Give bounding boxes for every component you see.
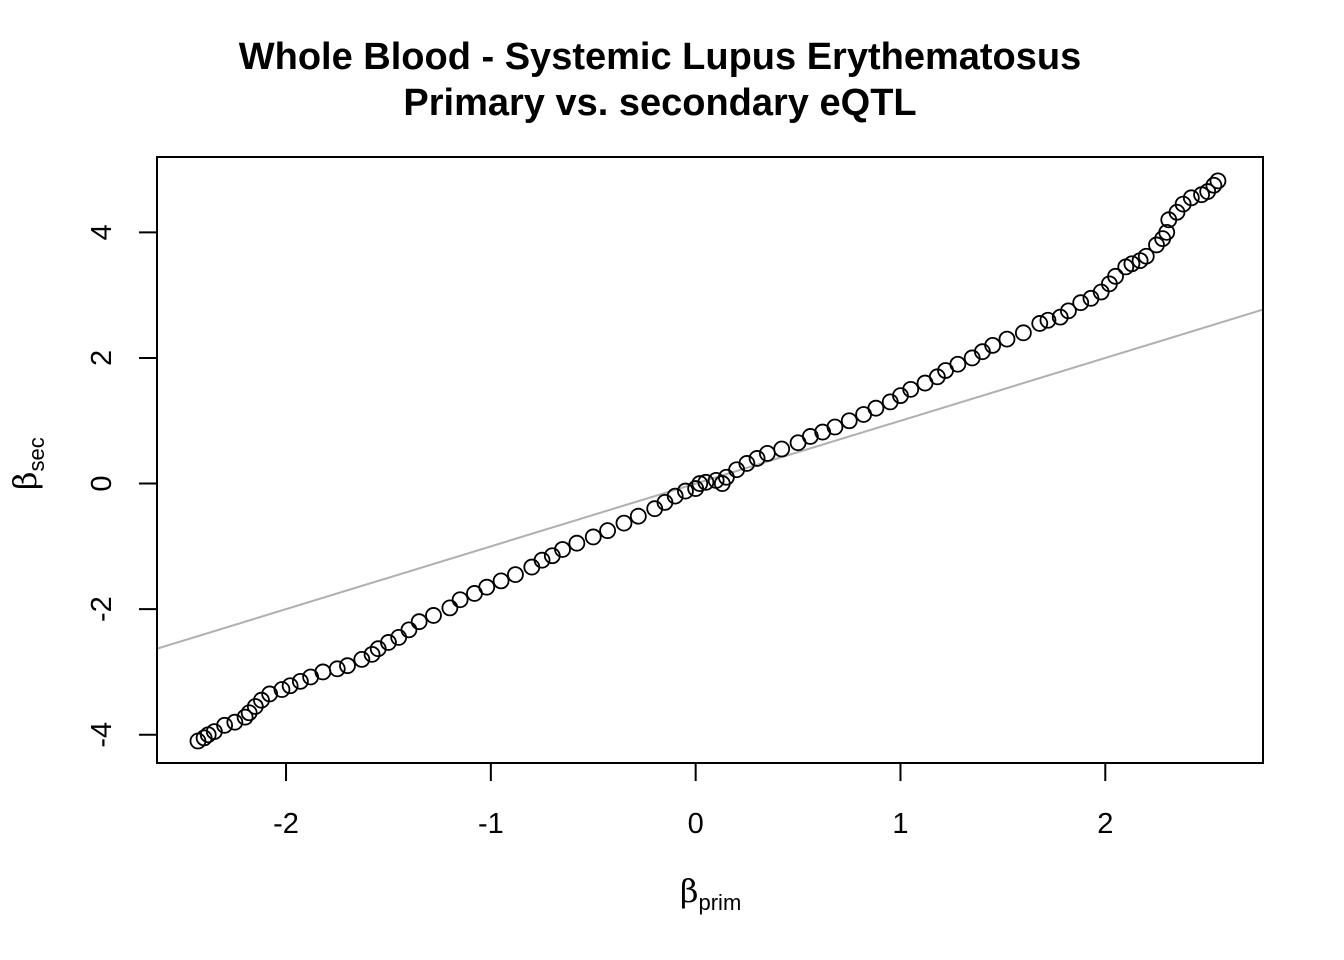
data-point (615, 514, 633, 532)
data-point (1199, 183, 1217, 200)
x-tick-label: -2 (273, 808, 299, 840)
data-point (1158, 223, 1176, 241)
data-point (478, 578, 496, 596)
chart-title: Whole Blood - Systemic Lupus Erythematos… (238, 36, 1082, 78)
y-tick-label: -2 (86, 596, 118, 622)
data-point (1123, 255, 1141, 273)
data-point (451, 591, 469, 609)
data-point (339, 657, 356, 675)
data-point (236, 708, 254, 726)
data-point (826, 418, 844, 436)
data-point (246, 698, 264, 715)
y-tick-label: 0 (86, 475, 118, 491)
data-point (441, 599, 459, 617)
data-point (984, 336, 1002, 354)
data-point (1031, 315, 1049, 332)
data-point (584, 528, 602, 546)
data-point (1107, 267, 1124, 285)
chart-subtitle: Primary vs. secondary eQTL (403, 82, 917, 124)
y-tick-label: -4 (86, 722, 118, 748)
y-axis-label: βsec (6, 437, 49, 490)
data-point (240, 704, 258, 722)
data-point (1014, 324, 1032, 342)
data-point (1182, 189, 1200, 207)
data-point (1072, 294, 1090, 312)
data-point (328, 660, 346, 678)
data-point (1148, 236, 1165, 254)
data-point (261, 685, 279, 703)
data-point (314, 663, 332, 681)
data-point (748, 450, 766, 467)
y-tick-label: 4 (86, 224, 118, 240)
data-point (902, 380, 920, 398)
data-point (691, 475, 709, 492)
x-tick-label: 2 (1097, 808, 1113, 840)
reference-line (156, 308, 1264, 650)
data-point (291, 672, 309, 690)
data-point (1209, 172, 1227, 190)
data-point (1205, 176, 1223, 194)
x-tick-label: -1 (478, 808, 504, 840)
data-point (949, 355, 967, 373)
data-point (226, 713, 244, 731)
data-point (629, 507, 647, 525)
data-point (554, 541, 571, 558)
data-point (801, 428, 819, 445)
data-point (867, 399, 885, 417)
data-point (533, 551, 551, 569)
data-point (281, 677, 299, 695)
plot-frame (156, 156, 1264, 764)
data-point (738, 455, 756, 472)
data-point (840, 412, 858, 430)
data-point (400, 621, 418, 639)
data-point (273, 681, 291, 698)
x-tick-label: 1 (892, 808, 908, 840)
data-point (697, 473, 715, 491)
data-point (507, 566, 524, 584)
data-point (353, 650, 371, 668)
data-point (380, 634, 397, 651)
x-axis-label: βprim (680, 872, 741, 915)
y-tick-label: 2 (86, 350, 118, 366)
data-point (363, 645, 381, 663)
data-point (216, 716, 233, 734)
data-point (677, 482, 694, 500)
data-point (998, 330, 1016, 348)
data-point (773, 440, 791, 458)
data-point (666, 487, 684, 505)
data-point (492, 572, 510, 590)
data-point (425, 607, 442, 624)
data-point (1060, 302, 1077, 320)
data-point (1039, 311, 1057, 329)
x-tick-label: 0 (688, 808, 704, 840)
data-point (523, 558, 541, 576)
data-point (568, 534, 586, 552)
data-point (599, 522, 616, 540)
data-point (410, 613, 428, 631)
data-point (1137, 247, 1155, 265)
